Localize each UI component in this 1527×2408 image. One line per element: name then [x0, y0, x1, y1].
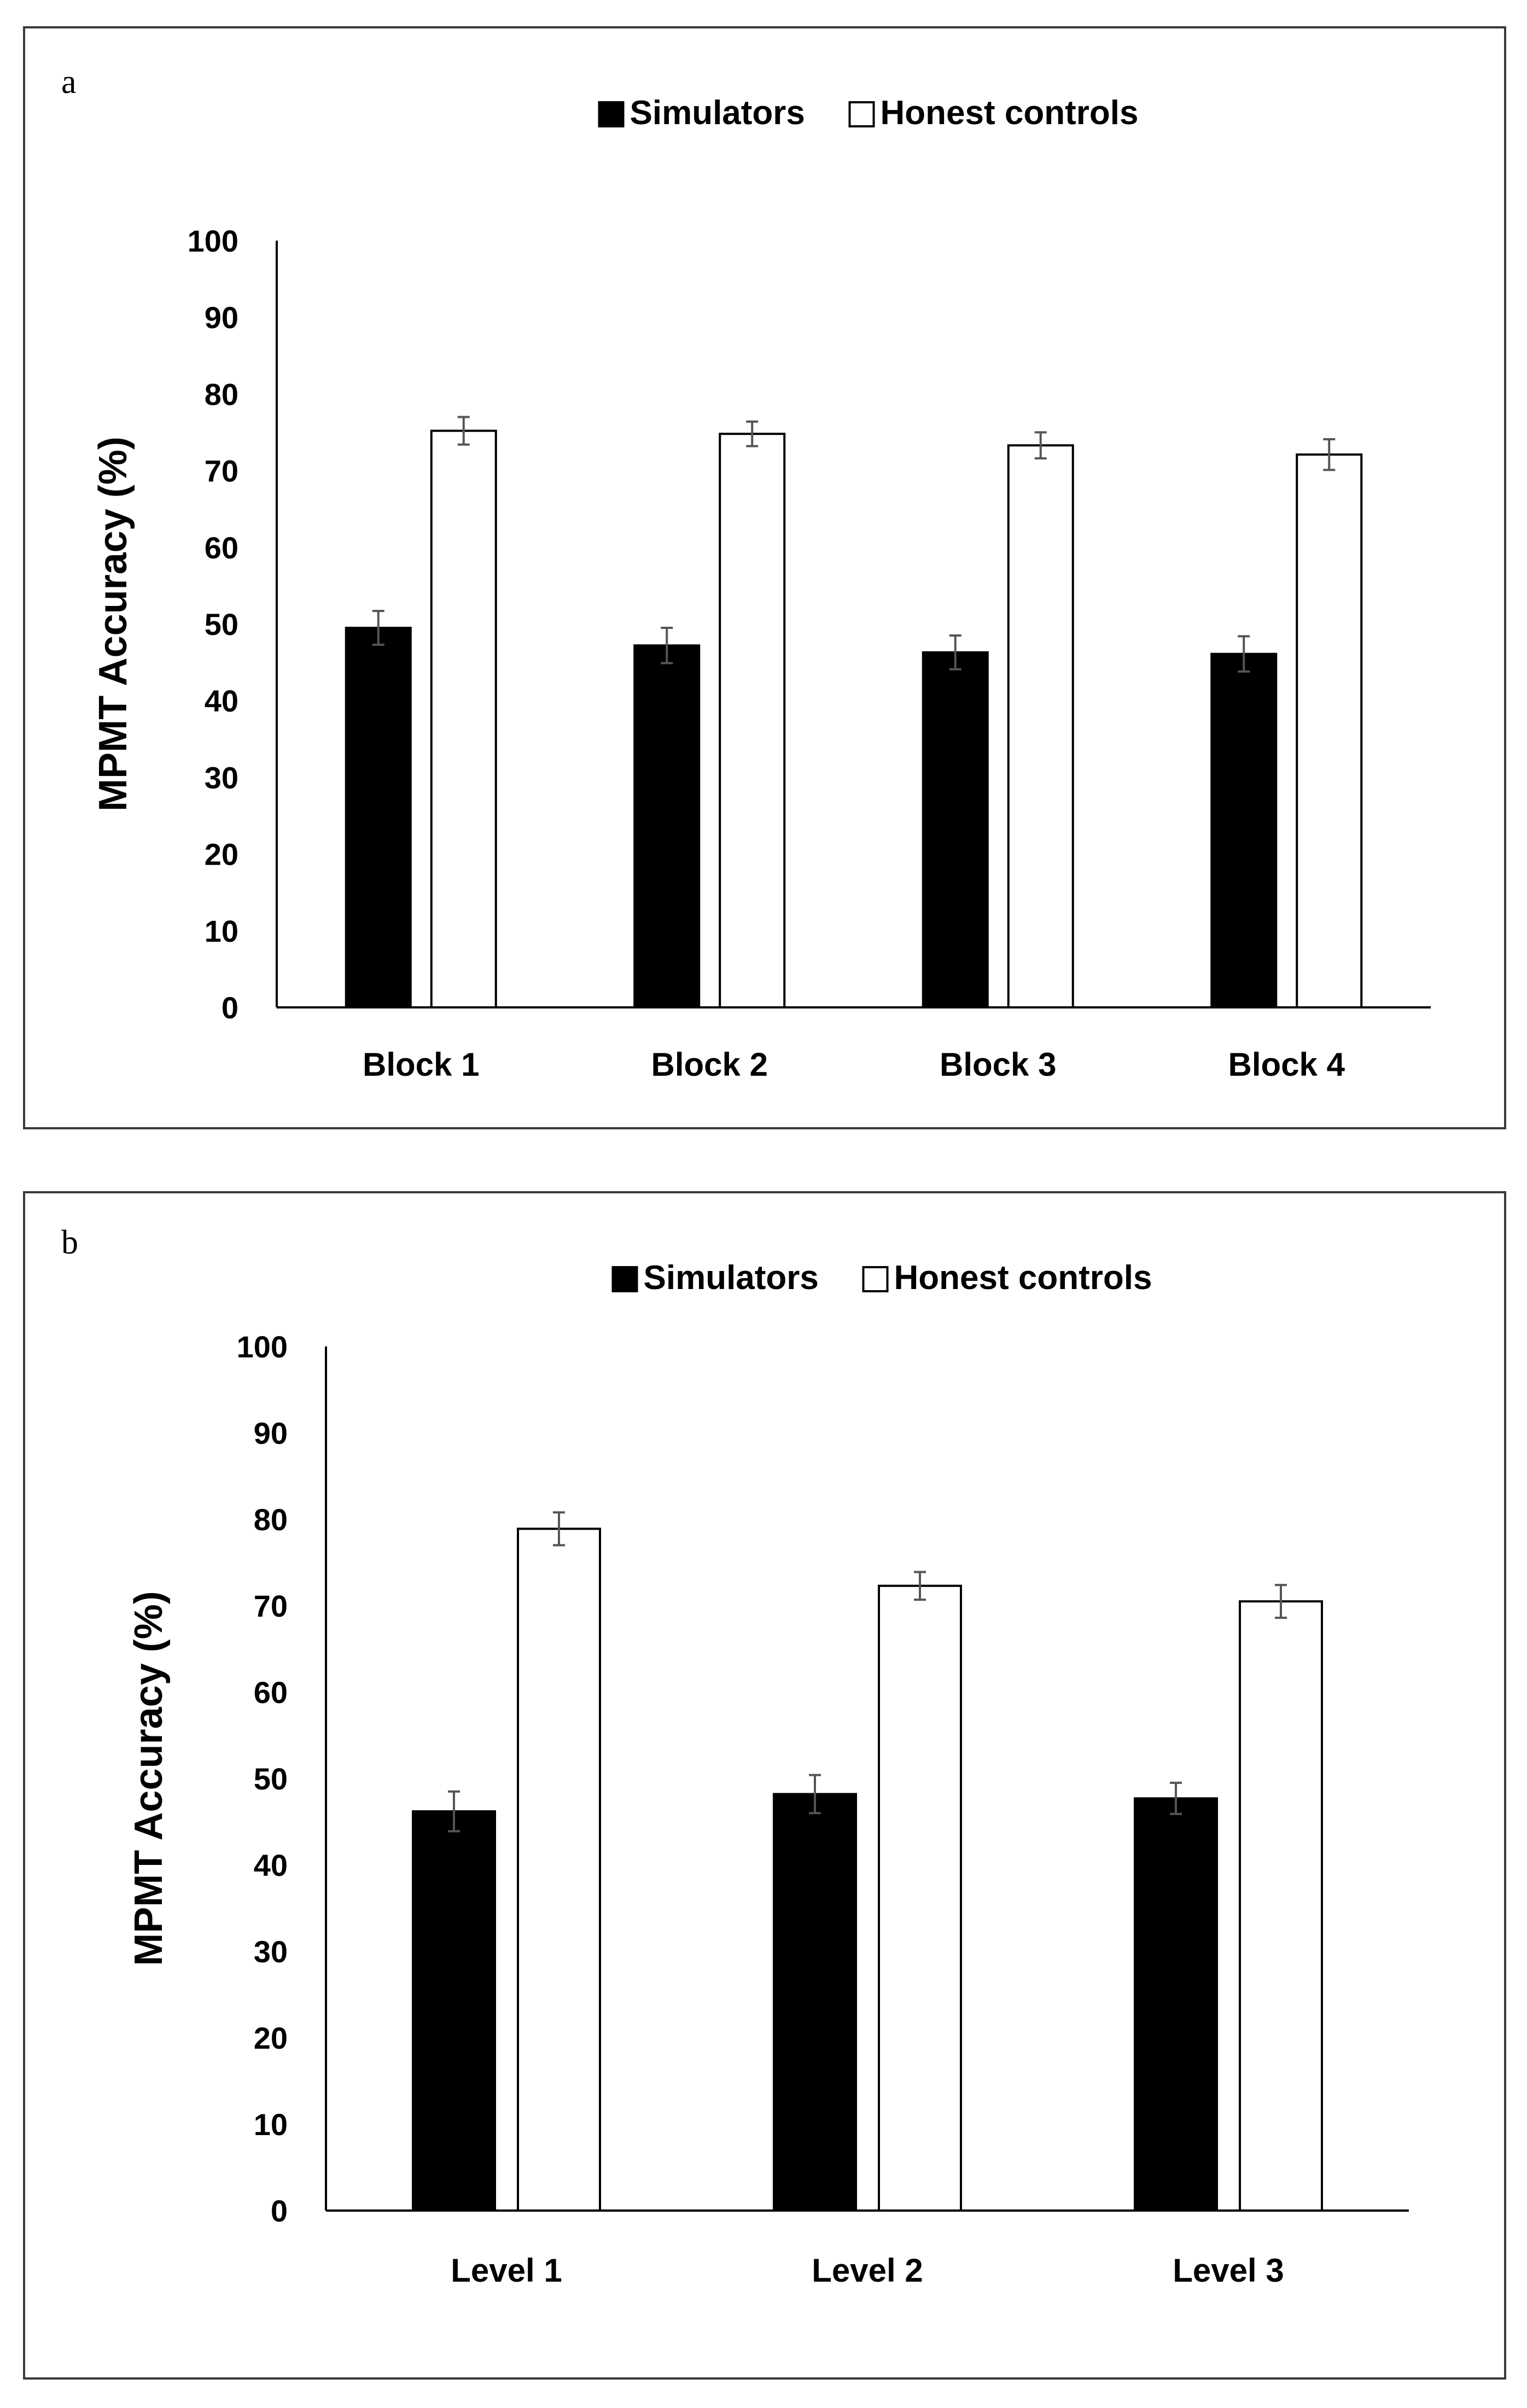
chart-a-y-tick-label: 80	[205, 377, 238, 411]
chart-b-y-axis-title: MPMT Accuracy (%)	[127, 1591, 171, 1966]
chart-b-y-tick-label: 0	[271, 2194, 288, 2228]
chart-a-error-bar-simulators-block-1	[372, 610, 384, 646]
chart-b-bar-simulators-level-3	[1134, 1797, 1218, 2212]
chart-a-y-tick-label: 0	[222, 990, 238, 1025]
chart-b-legend-item-simulators: Simulators	[611, 1259, 819, 1297]
chart-a-bar-simulators-block-2	[633, 644, 701, 1008]
chart-b-y-tick-label: 20	[254, 2021, 288, 2055]
chart-b-y-tick-label: 30	[254, 1934, 288, 1969]
chart-b-legend-swatch-simulators	[611, 1266, 638, 1292]
chart-b-error-bar-honest-controls-level-1	[553, 1511, 565, 1547]
chart-a-error-bar-honest-controls-block-2	[746, 420, 759, 447]
chart-b-x-tick-label-level-2: Level 2	[812, 2252, 923, 2289]
chart-b-x-tick-label-level-1: Level 1	[451, 2252, 562, 2289]
chart-a-bars	[345, 416, 1363, 1009]
chart-b-error-bar-simulators-level-2	[809, 1774, 821, 1815]
chart-a-legend-item-simulators: Simulators	[598, 94, 805, 132]
chart-a-y-axis-title: MPMT Accuracy (%)	[91, 436, 135, 811]
chart-b-y-tick-label: 90	[254, 1416, 288, 1450]
chart-a-y-tick-label: 100	[188, 224, 238, 258]
chart-b-error-bar-honest-controls-level-2	[914, 1571, 926, 1601]
chart-b-y-tick-label: 80	[254, 1502, 288, 1537]
chart-a-error-bar-honest-controls-block-3	[1034, 431, 1047, 460]
chart-a-legend-label-honest-controls: Honest controls	[881, 94, 1139, 132]
chart-a-y-tick-label: 10	[205, 914, 238, 948]
chart-b-legend-label-honest-controls: Honest controls	[894, 1259, 1152, 1297]
chart-b-y-tick-label: 70	[254, 1589, 288, 1623]
chart-b-svg: b Simulators Honest controls 0 10 20 30 40 50 60 7…	[61, 1224, 1409, 2289]
chart-b-y-tick-label: 100	[237, 1330, 288, 1364]
chart-b-y-tick-label: 40	[254, 1848, 288, 1882]
chart-a-error-bar-honest-controls-block-1	[457, 416, 470, 446]
chart-b-bar-simulators-level-1	[412, 1810, 496, 2212]
chart-b-bars	[412, 1511, 1323, 2212]
chart-a-y-tick-label: 20	[205, 837, 238, 872]
chart-a-panel-letter: a	[61, 63, 77, 101]
chart-a-x-tick-label-block-4: Block 4	[1228, 1046, 1345, 1083]
chart-a-legend-label-simulators: Simulators	[630, 94, 805, 132]
chart-a-y-tick-label: 90	[205, 300, 238, 335]
chart-a-error-bar-simulators-block-4	[1238, 635, 1250, 673]
chart-a-bar-simulators-block-1	[345, 627, 412, 1008]
chart-b-error-bar-simulators-level-3	[1170, 1781, 1182, 1815]
chart-a-bar-honest-controls-block-4	[1296, 453, 1363, 1008]
chart-b-error-bar-simulators-level-1	[448, 1790, 460, 1833]
chart-a-x-tick-label-block-1: Block 1	[363, 1046, 479, 1083]
chart-b-legend: Simulators Honest controls	[611, 1259, 1152, 1297]
chart-a-bar-simulators-block-3	[922, 651, 989, 1008]
chart-b-bar-honest-controls-level-2	[878, 1584, 962, 2212]
chart-a-svg: a Simulators Honest controls 0 10 20 30 40 50 60 7…	[61, 63, 1431, 1083]
chart-a-bar-simulators-block-4	[1210, 652, 1278, 1008]
chart-a-legend: Simulators Honest controls	[598, 94, 1139, 132]
chart-a-bar-honest-controls-block-2	[719, 433, 786, 1009]
chart-b-bar-simulators-level-2	[773, 1793, 857, 2212]
chart-b-bar-honest-controls-level-3	[1239, 1600, 1323, 2212]
chart-a-y-tick-label: 60	[205, 530, 238, 565]
chart-a-bar-honest-controls-block-1	[430, 429, 497, 1008]
chart-a-y-tick-label: 70	[205, 454, 238, 488]
chart-a-error-bar-honest-controls-block-4	[1323, 438, 1336, 471]
chart-a-y-tick-label: 30	[205, 760, 238, 795]
chart-b-y-tick-label: 60	[254, 1675, 288, 1710]
chart-a-legend-swatch-simulators	[598, 101, 625, 127]
chart-b-error-bar-honest-controls-level-3	[1275, 1584, 1287, 1619]
chart-b-legend-swatch-honest-controls	[862, 1266, 889, 1292]
chart-a-bar-honest-controls-block-3	[1007, 444, 1074, 1008]
chart-a-y-tick-label: 40	[205, 684, 238, 718]
chart-a-error-bar-simulators-block-3	[949, 634, 961, 670]
chart-a-x-tick-label-block-3: Block 3	[940, 1046, 1056, 1083]
chart-b-x-tick-label-level-3: Level 3	[1173, 2252, 1284, 2289]
chart-panel-a: a Simulators Honest controls 0 10 20 30 40 50 60 7…	[23, 26, 1506, 1129]
chart-b-y-tick-label: 50	[254, 1762, 288, 1796]
chart-b-legend-label-simulators: Simulators	[644, 1259, 819, 1297]
chart-b-legend-item-honest-controls: Honest controls	[862, 1259, 1152, 1297]
chart-a-error-bar-simulators-block-2	[661, 627, 673, 664]
chart-a-legend-swatch-honest-controls	[848, 101, 875, 127]
chart-a-x-tick-label-block-2: Block 2	[651, 1046, 768, 1083]
chart-b-bar-honest-controls-level-1	[517, 1527, 601, 2212]
chart-a-legend-item-honest-controls: Honest controls	[848, 94, 1139, 132]
chart-b-panel-letter: b	[61, 1224, 78, 1261]
chart-a-y-tick-label: 50	[205, 607, 238, 642]
chart-b-y-tick-label: 10	[254, 2107, 288, 2142]
chart-panel-b: b Simulators Honest controls 0 10 20 30 40 50 60 7…	[23, 1191, 1506, 2380]
chart-b-axes: 0 10 20 30 40 50 60 70 80 90 100	[237, 1330, 1409, 2228]
